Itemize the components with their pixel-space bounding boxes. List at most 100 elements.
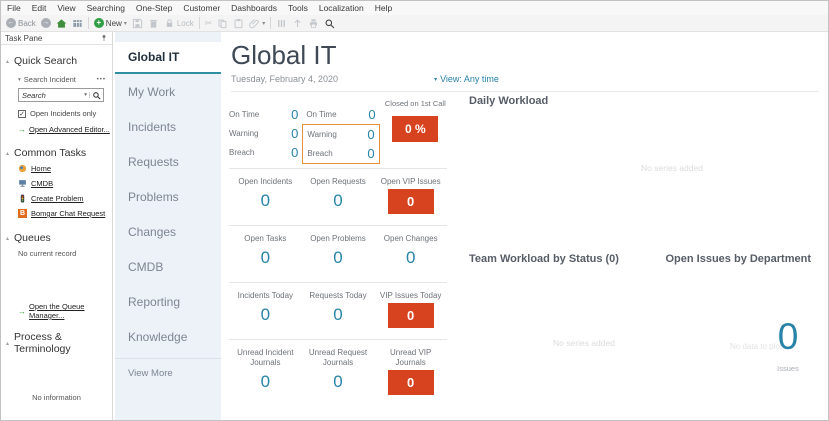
- menu-file[interactable]: File: [7, 3, 21, 13]
- delete-icon[interactable]: [148, 18, 159, 29]
- menu-customer[interactable]: Customer: [183, 3, 221, 13]
- collapse-icon: ▴: [6, 340, 10, 347]
- paperclip-icon: [249, 18, 260, 29]
- menu-view[interactable]: View: [57, 3, 76, 13]
- advanced-editor-link-row: → Open Advanced Editor...: [18, 125, 112, 134]
- metric-vip-issues-today[interactable]: VIP Issues Today 0: [374, 283, 447, 339]
- section-queues[interactable]: ▴ Queues: [6, 232, 51, 244]
- collapse-icon: ▴: [6, 58, 10, 65]
- checkbox-checked[interactable]: ✓: [18, 109, 26, 118]
- section-common-tasks[interactable]: ▴ Common Tasks: [6, 147, 87, 159]
- more-options-icon[interactable]: •••: [96, 76, 106, 83]
- nav-item-knowledge[interactable]: Knowledge: [128, 329, 188, 344]
- copy-icon[interactable]: [217, 18, 228, 29]
- dashboard-grid-icon[interactable]: [72, 18, 83, 29]
- back-button[interactable]: ← Back: [6, 18, 36, 28]
- nav-item-incidents[interactable]: Incidents: [128, 119, 177, 134]
- metric-incidents-today[interactable]: Incidents Today 0: [237, 291, 294, 324]
- metrics-panel: On Time 0 Warning 0 Breach 0 On Time 0 Warni…: [221, 92, 447, 401]
- back-icon: ←: [6, 18, 16, 28]
- create-problem-icon: [18, 194, 27, 203]
- pin-icon[interactable]: [100, 34, 108, 42]
- queue-manager-link-row: → Open the Queue Manager...: [18, 302, 112, 320]
- menu-help[interactable]: Help: [374, 3, 393, 13]
- columns-icon[interactable]: [276, 18, 287, 29]
- chevron-down-icon: ▾: [434, 76, 438, 83]
- search-input[interactable]: [19, 90, 83, 100]
- search-caret-icon[interactable]: ▾: [82, 92, 90, 98]
- metric-open-requests[interactable]: Open Requests 0: [310, 177, 366, 210]
- section-process-terminology[interactable]: ▴ Process & Terminology: [6, 331, 71, 355]
- nav-item-view-more[interactable]: View More: [128, 367, 173, 379]
- menu-tools[interactable]: Tools: [288, 3, 308, 13]
- search-icon[interactable]: [324, 18, 335, 29]
- cut-icon[interactable]: ✂: [204, 17, 213, 28]
- bomgar-icon: B: [18, 209, 27, 218]
- menu-dashboards[interactable]: Dashboards: [231, 3, 277, 13]
- nav-item-my-work[interactable]: My Work: [128, 84, 176, 99]
- sla-summary-right[interactable]: On Time 0 Warning 0 Breach 0: [302, 97, 380, 168]
- nav-divider: [115, 358, 221, 359]
- common-task-bomgar[interactable]: B Bomgar Chat Request: [18, 209, 106, 218]
- open-queue-manager-link[interactable]: Open the Queue Manager...: [29, 302, 85, 320]
- nav-item-requests[interactable]: Requests: [128, 154, 179, 169]
- paste-icon[interactable]: [233, 18, 244, 29]
- process-empty-text: No information: [32, 393, 81, 402]
- open-issues-title: Open Issues by Department: [665, 253, 812, 265]
- open-issues-empty: No data to plot: [730, 342, 783, 351]
- sla-highlight-box: Warning 0 Breach 0: [302, 124, 380, 164]
- menu-localization[interactable]: Localization: [318, 3, 364, 13]
- nav-item-global-it[interactable]: Global IT: [115, 42, 221, 74]
- common-task-cmdb[interactable]: CMDB: [18, 178, 112, 189]
- collapse-icon: ▴: [6, 150, 10, 157]
- menu-one-step[interactable]: One-Step: [135, 3, 173, 13]
- plus-icon: +: [93, 18, 104, 28]
- toolbar-separator: [198, 17, 200, 29]
- nav-item-problems[interactable]: Problems: [128, 189, 179, 204]
- metric-open-problems[interactable]: Open Problems 0: [310, 234, 366, 267]
- section-quick-search[interactable]: ▴ Quick Search: [6, 55, 78, 67]
- attachment-button[interactable]: ▾: [249, 18, 265, 29]
- metric-closed-first-call[interactable]: Closed on 1st Call 0 %: [384, 97, 447, 168]
- save-icon[interactable]: [132, 18, 143, 29]
- home-icon[interactable]: [56, 18, 67, 29]
- toolbar: ← Back → + New ▾ Lock ✂ ▾: [1, 15, 828, 32]
- menu-searching[interactable]: Searching: [86, 3, 125, 13]
- home-task-icon: [18, 164, 27, 173]
- metric-open-incidents[interactable]: Open Incidents 0: [238, 177, 293, 210]
- task-pane: Task Pane ▴ Quick Search ▾ Search Incide…: [1, 32, 113, 420]
- metric-open-changes[interactable]: Open Changes 0: [383, 234, 438, 267]
- dashboard-nav: Global IT My Work Incidents Requests Pro…: [115, 32, 221, 420]
- nav-item-cmdb[interactable]: CMDB: [128, 259, 164, 274]
- metric-unread-incident-journals[interactable]: Unread Incident Journals 0: [237, 348, 294, 391]
- search-type-selector[interactable]: ▾ Search Incident •••: [18, 75, 106, 84]
- lock-button[interactable]: Lock: [164, 18, 194, 29]
- metric-open-vip-issues[interactable]: Open VIP Issues 0: [374, 169, 447, 225]
- green-arrow-icon: →: [18, 306, 26, 316]
- common-task-create-problem[interactable]: Create Problem: [18, 193, 112, 204]
- share-up-icon[interactable]: [292, 18, 303, 29]
- print-icon[interactable]: [308, 18, 319, 29]
- chevron-down-icon: ▾: [18, 76, 21, 83]
- nav-item-changes[interactable]: Changes: [128, 224, 177, 239]
- sla-summary-left[interactable]: On Time 0 Warning 0 Breach 0: [229, 107, 299, 160]
- metric-unread-request-journals[interactable]: Unread Request Journals 0: [308, 348, 368, 391]
- metric-unread-vip-journals[interactable]: Unread VIP Journals 0: [374, 340, 447, 401]
- search-magnifier-icon[interactable]: [90, 91, 103, 100]
- open-advanced-editor-link[interactable]: Open Advanced Editor...: [29, 125, 110, 134]
- forward-icon[interactable]: →: [40, 18, 51, 28]
- common-task-home[interactable]: Home: [18, 163, 112, 174]
- menu-edit[interactable]: Edit: [31, 3, 47, 13]
- nav-item-reporting[interactable]: Reporting: [128, 294, 181, 309]
- team-workload-title: Team Workload by Status (0): [469, 253, 619, 265]
- new-caret-icon: ▾: [123, 20, 127, 27]
- search-box: ▾: [18, 88, 104, 102]
- cmdb-icon: [18, 179, 27, 188]
- view-filter[interactable]: ▾ View: Any time: [434, 74, 499, 84]
- new-button[interactable]: + New ▾: [93, 18, 127, 28]
- metric-requests-today[interactable]: Requests Today 0: [309, 291, 367, 324]
- team-workload-empty: No series added: [553, 338, 615, 348]
- green-arrow-icon: →: [18, 125, 26, 134]
- metric-open-tasks[interactable]: Open Tasks 0: [244, 234, 287, 267]
